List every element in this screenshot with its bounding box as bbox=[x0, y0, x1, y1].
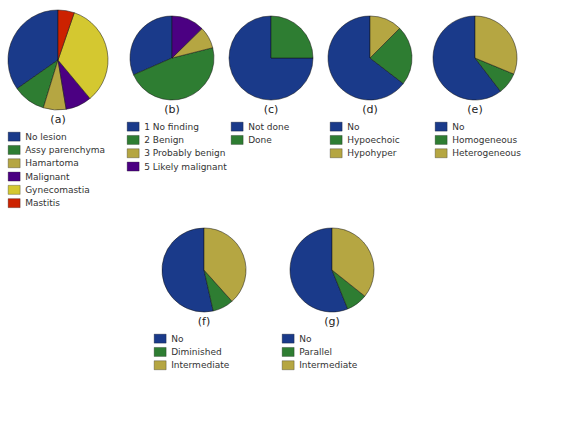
svg-text:Intermediate: Intermediate bbox=[299, 360, 358, 370]
svg-text:(b): (b) bbox=[164, 103, 180, 116]
svg-text:Gynecomastia: Gynecomastia bbox=[25, 185, 90, 195]
svg-text:No: No bbox=[452, 122, 465, 132]
svg-text:Homogeneous: Homogeneous bbox=[452, 135, 517, 145]
svg-text:Diminished: Diminished bbox=[171, 347, 222, 357]
svg-text:Not done: Not done bbox=[248, 122, 290, 132]
svg-text:Intermediate: Intermediate bbox=[171, 360, 230, 370]
svg-text:1 No finding: 1 No finding bbox=[144, 122, 199, 132]
svg-text:Hypoechoic: Hypoechoic bbox=[347, 135, 400, 145]
svg-text:5 Likely malignant: 5 Likely malignant bbox=[144, 162, 227, 172]
svg-text:Hamartoma: Hamartoma bbox=[25, 158, 79, 168]
svg-text:No: No bbox=[299, 334, 312, 344]
svg-text:No: No bbox=[171, 334, 184, 344]
svg-text:(f): (f) bbox=[198, 315, 210, 328]
svg-text:(c): (c) bbox=[264, 103, 279, 116]
svg-text:(g): (g) bbox=[324, 315, 340, 328]
svg-text:(a): (a) bbox=[50, 113, 65, 126]
svg-text:(d): (d) bbox=[362, 103, 378, 116]
svg-text:Parallel: Parallel bbox=[299, 347, 332, 357]
svg-text:Assy parenchyma: Assy parenchyma bbox=[25, 145, 105, 155]
svg-text:Malignant: Malignant bbox=[25, 172, 70, 182]
svg-text:2 Benign: 2 Benign bbox=[144, 135, 184, 145]
svg-text:Done: Done bbox=[248, 135, 272, 145]
svg-text:Mastitis: Mastitis bbox=[25, 198, 60, 208]
svg-text:No lesion: No lesion bbox=[25, 132, 67, 142]
svg-text:3 Probably benign: 3 Probably benign bbox=[144, 148, 225, 158]
svg-text:Hypohyper: Hypohyper bbox=[347, 148, 397, 158]
svg-text:No: No bbox=[347, 122, 360, 132]
svg-text:Heterogeneous: Heterogeneous bbox=[452, 148, 521, 158]
svg-text:(e): (e) bbox=[467, 103, 482, 116]
